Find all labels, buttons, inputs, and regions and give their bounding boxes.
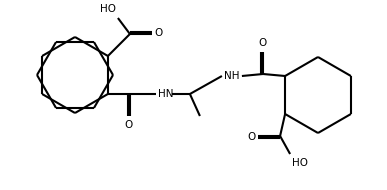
Text: O: O bbox=[154, 28, 162, 38]
Text: HO: HO bbox=[292, 158, 308, 168]
Text: NH: NH bbox=[224, 71, 240, 81]
Text: O: O bbox=[258, 38, 266, 48]
Text: HO: HO bbox=[100, 4, 116, 14]
Text: O: O bbox=[125, 120, 133, 130]
Text: HN: HN bbox=[158, 89, 173, 99]
Text: O: O bbox=[248, 132, 256, 142]
